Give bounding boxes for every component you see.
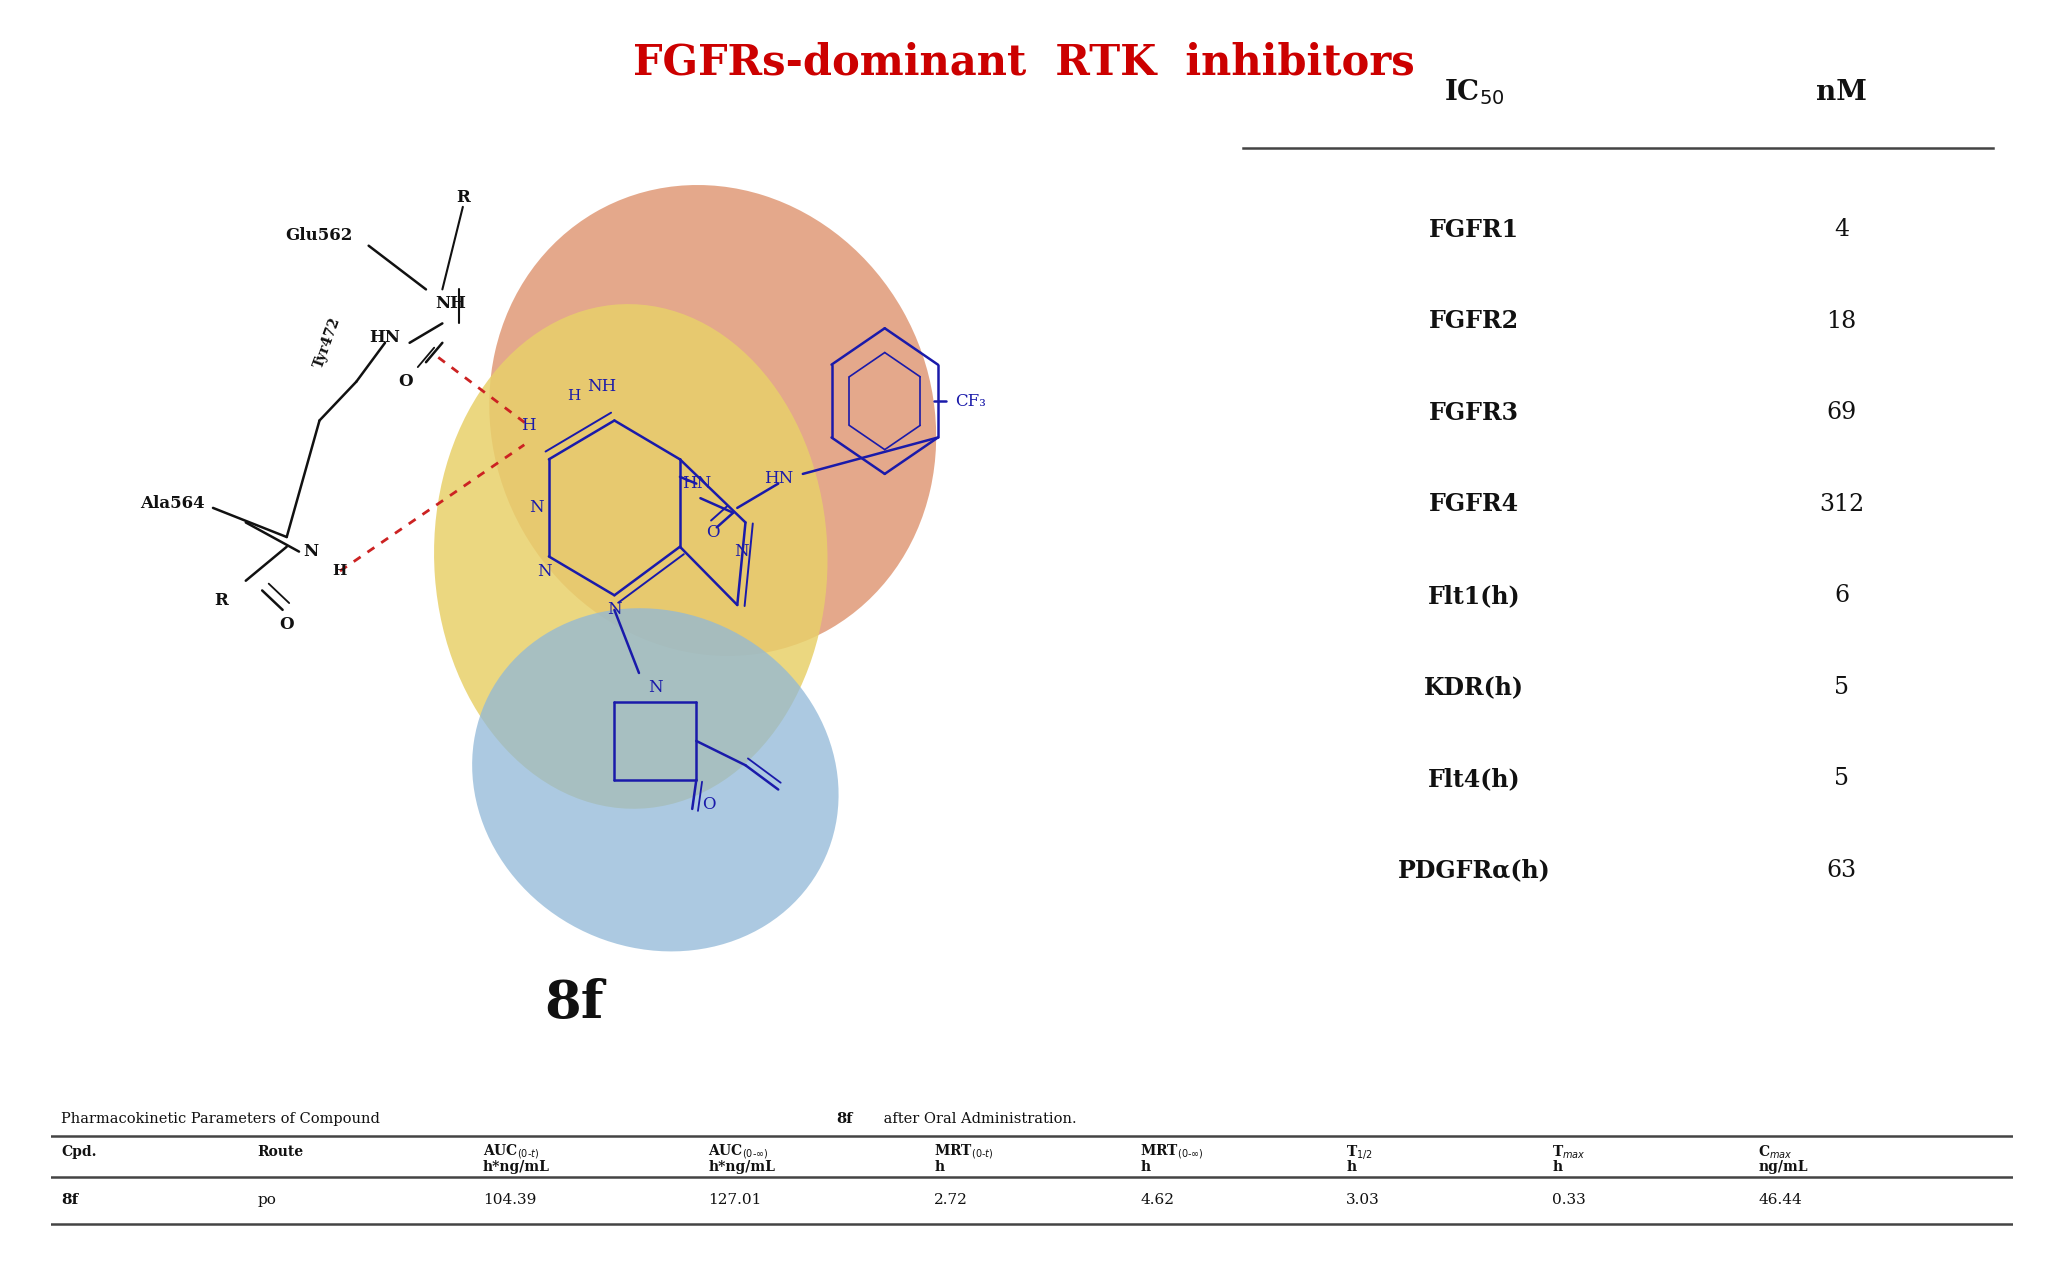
Text: T$_{max}$: T$_{max}$ <box>1552 1143 1585 1161</box>
Text: CF₃: CF₃ <box>954 393 987 409</box>
Text: 8f: 8f <box>61 1193 78 1207</box>
Text: HN: HN <box>764 470 793 488</box>
Text: 5: 5 <box>1835 767 1849 790</box>
Text: Pharmacokinetic Parameters of Compound: Pharmacokinetic Parameters of Compound <box>61 1112 385 1126</box>
Text: 46.44: 46.44 <box>1757 1193 1802 1207</box>
Text: H: H <box>520 417 537 434</box>
Text: IC$_{50}$: IC$_{50}$ <box>1444 77 1505 107</box>
Text: Flt1(h): Flt1(h) <box>1427 584 1520 607</box>
Text: ng/mL: ng/mL <box>1757 1160 1808 1174</box>
Text: N: N <box>303 543 319 560</box>
Text: NH: NH <box>434 296 467 313</box>
Text: AUC$_{(0\text{-}\infty)}$: AUC$_{(0\text{-}\infty)}$ <box>709 1143 770 1161</box>
Text: 312: 312 <box>1819 493 1864 516</box>
Text: Glu562: Glu562 <box>285 228 352 245</box>
Text: FGFR2: FGFR2 <box>1430 309 1520 333</box>
Text: 127.01: 127.01 <box>709 1193 762 1207</box>
Text: after Oral Administration.: after Oral Administration. <box>879 1112 1077 1126</box>
Text: N: N <box>647 680 664 696</box>
Text: 0.33: 0.33 <box>1552 1193 1585 1207</box>
Text: N: N <box>733 543 750 560</box>
Text: Ala564: Ala564 <box>139 494 205 511</box>
Text: MRT$_{(0\text{-}\infty)}$: MRT$_{(0\text{-}\infty)}$ <box>1141 1143 1204 1161</box>
Ellipse shape <box>473 609 838 951</box>
Text: FGFR1: FGFR1 <box>1430 218 1520 242</box>
Text: 69: 69 <box>1827 402 1858 425</box>
Text: NH: NH <box>588 378 616 395</box>
Text: KDR(h): KDR(h) <box>1423 676 1524 699</box>
Text: H: H <box>567 389 580 403</box>
Text: 5: 5 <box>1835 676 1849 699</box>
Text: h*ng/mL: h*ng/mL <box>483 1160 549 1174</box>
Text: N: N <box>528 499 545 516</box>
Text: h: h <box>1346 1160 1356 1174</box>
Text: O: O <box>707 524 719 541</box>
Text: FGFR4: FGFR4 <box>1430 492 1520 516</box>
Text: 2.72: 2.72 <box>934 1193 969 1207</box>
Ellipse shape <box>434 304 827 808</box>
Text: 63: 63 <box>1827 858 1858 882</box>
Ellipse shape <box>489 185 936 656</box>
Text: HN: HN <box>682 475 711 492</box>
Text: AUC$_{(0\text{-}t)}$: AUC$_{(0\text{-}t)}$ <box>483 1143 539 1161</box>
Text: HN: HN <box>369 329 401 346</box>
Text: Cpd.: Cpd. <box>61 1145 96 1158</box>
Text: 8f: 8f <box>836 1112 852 1126</box>
Text: C$_{max}$: C$_{max}$ <box>1757 1143 1792 1161</box>
Text: Route: Route <box>258 1145 303 1158</box>
Text: h: h <box>1141 1160 1151 1174</box>
Text: R: R <box>215 592 227 609</box>
Text: Flt4(h): Flt4(h) <box>1427 767 1520 792</box>
Text: O: O <box>279 616 295 633</box>
Text: H: H <box>332 564 348 578</box>
Text: 3.03: 3.03 <box>1346 1193 1380 1207</box>
Text: O: O <box>702 795 715 812</box>
Text: FGFRs-dominant  RTK  inhibitors: FGFRs-dominant RTK inhibitors <box>633 41 1415 84</box>
Text: po: po <box>258 1193 276 1207</box>
Text: FGFR3: FGFR3 <box>1430 400 1520 425</box>
Text: O: O <box>397 373 414 390</box>
Text: N: N <box>606 601 623 618</box>
Text: 104.39: 104.39 <box>483 1193 537 1207</box>
Text: nM: nM <box>1817 79 1868 106</box>
Text: T$_{1/2}$: T$_{1/2}$ <box>1346 1143 1372 1161</box>
Text: MRT$_{(0\text{-}t)}$: MRT$_{(0\text{-}t)}$ <box>934 1143 993 1161</box>
Text: Tyr472: Tyr472 <box>311 315 344 371</box>
Text: 6: 6 <box>1835 584 1849 607</box>
Text: h: h <box>1552 1160 1563 1174</box>
Text: 4.62: 4.62 <box>1141 1193 1174 1207</box>
Text: h: h <box>934 1160 944 1174</box>
Text: 4: 4 <box>1835 218 1849 241</box>
Text: PDGFRα(h): PDGFRα(h) <box>1399 858 1550 883</box>
Text: 18: 18 <box>1827 310 1858 332</box>
Text: N: N <box>537 562 553 579</box>
Text: h*ng/mL: h*ng/mL <box>709 1160 776 1174</box>
Text: R: R <box>457 189 469 206</box>
Text: 8f: 8f <box>545 978 602 1028</box>
